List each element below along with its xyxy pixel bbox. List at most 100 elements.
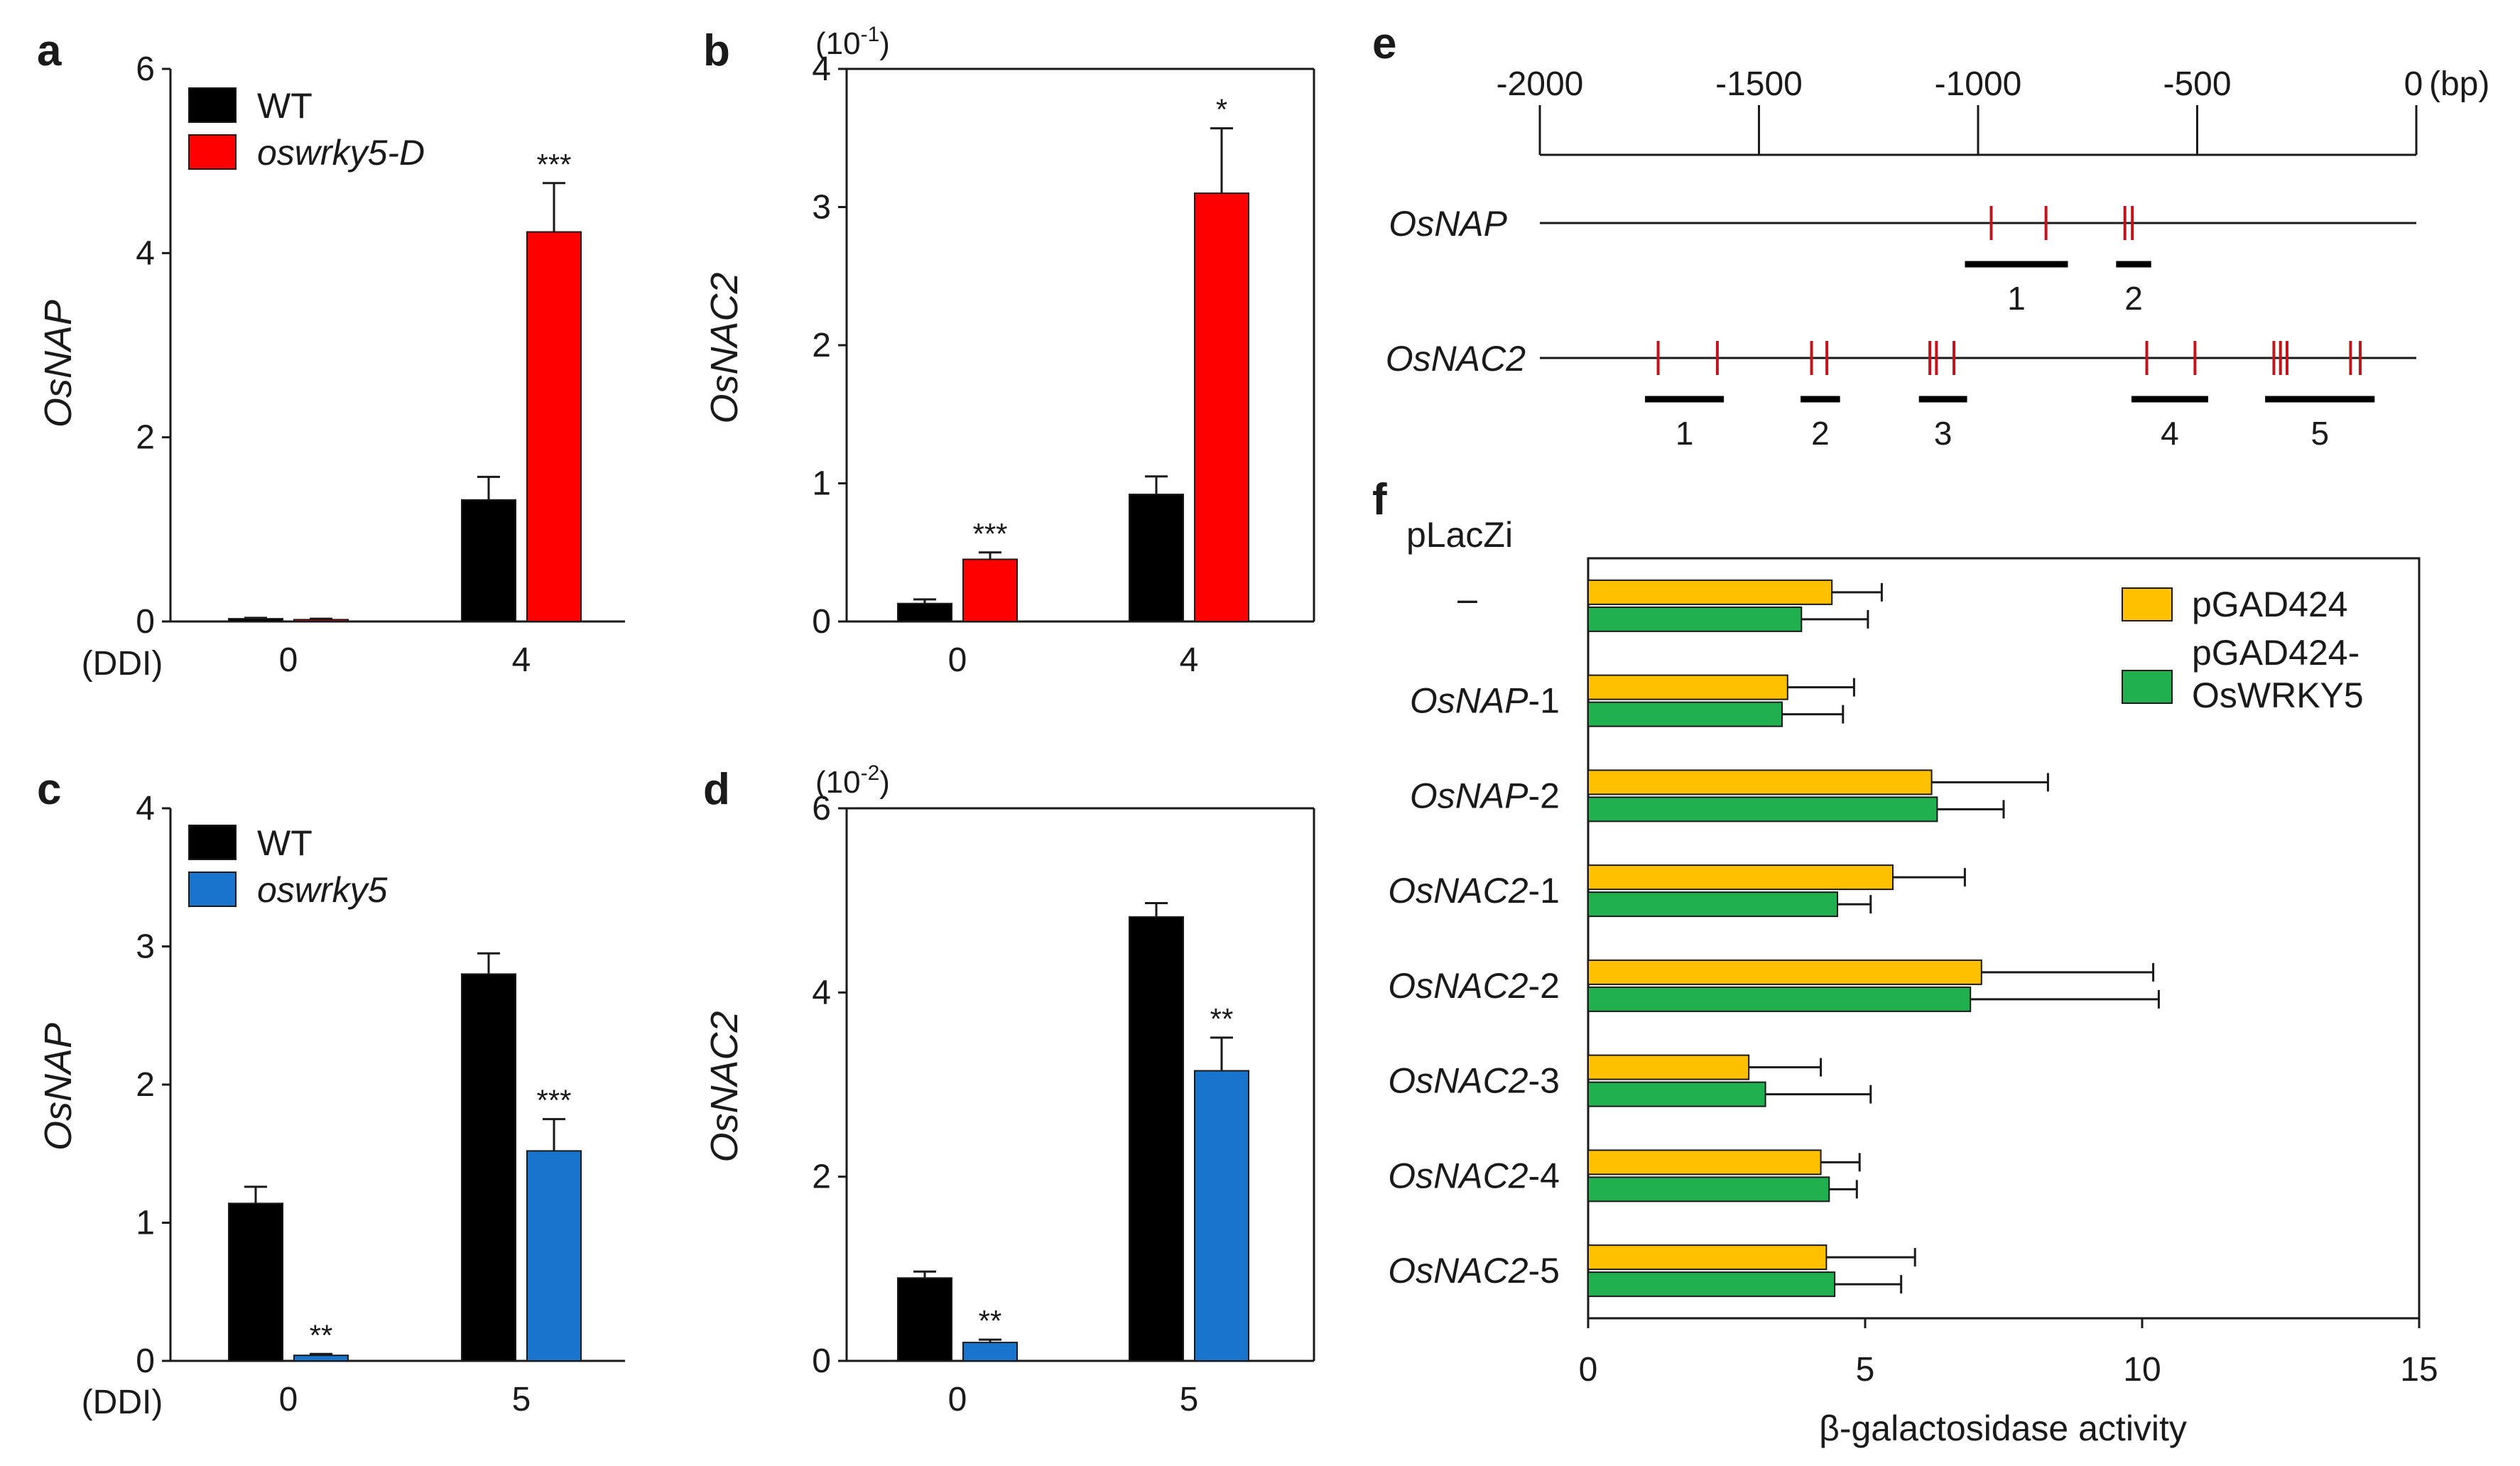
bar-pgad424 <box>1587 1244 1827 1271</box>
scale-unit: (bp) <box>2429 65 2489 103</box>
panel-d-y-axis-label: OsNAC2 <box>703 1011 746 1162</box>
panel-b-multiplier: (10-1) <box>815 23 890 61</box>
y-tick-label: 1 <box>136 1205 155 1242</box>
bar-wt <box>228 618 283 622</box>
y-tick-label: 0 <box>812 1342 831 1380</box>
fragment-labels-osnac2: 1 2 3 4 5 <box>1676 415 2329 452</box>
panel-a-y-ticks: 0 2 4 6 <box>136 50 170 641</box>
bar-pgad424-oswrky5 <box>1587 606 1803 632</box>
y-tick-label: 1 <box>812 465 831 503</box>
fragment-label: 5 <box>2310 415 2329 452</box>
x-tick-label: 0 <box>1579 1351 1598 1389</box>
promoter-elements-osnap <box>1965 206 2151 268</box>
panel-d-annotations: ** ** <box>979 1002 1234 1337</box>
y-tick-label: 0 <box>812 603 831 641</box>
significance-label: *** <box>536 148 571 181</box>
bar-pgad424-oswrky5 <box>1587 796 1938 822</box>
bar-wt <box>228 1202 283 1362</box>
significance-label: *** <box>972 517 1007 550</box>
legend-swatch-pgad424-oswrky5 <box>2122 670 2173 704</box>
y-tick-label: 2 <box>812 327 831 364</box>
panel-b-annotations: *** * <box>972 93 1227 550</box>
bar-oswrky5 <box>962 1342 1018 1362</box>
y-tick-label: 4 <box>812 974 831 1011</box>
y-tick-label: 4 <box>136 790 155 827</box>
category-label: OsNAP-1 <box>1410 681 1560 721</box>
bar-wt <box>461 499 516 623</box>
x-tick-label: 4 <box>512 641 531 679</box>
bar-pgad424-oswrky5 <box>1587 1176 1830 1202</box>
panel-c-x-prefix: (DDI) <box>82 1384 163 1421</box>
y-tick-label: 2 <box>136 1066 155 1104</box>
category-label: OsNAC2-3 <box>1388 1061 1560 1101</box>
bar-pgad424 <box>1587 579 1833 605</box>
legend-swatch-oswrky5 <box>188 872 237 907</box>
bar-oswrky5 <box>1194 1070 1249 1362</box>
panel-f-legend: pGAD424 pGAD424- OsWRKY5 <box>2122 585 2364 715</box>
bar-pgad424 <box>1587 769 1933 796</box>
panel-b-x-ticks: 0 4 <box>948 641 1199 679</box>
legend-swatch-wt <box>188 825 237 860</box>
x-tick-label: 0 <box>279 641 298 679</box>
panel-label-e: e <box>1372 19 1396 68</box>
y-tick-label: 6 <box>136 50 155 88</box>
fragment-label: 1 <box>2007 280 2026 317</box>
y-tick-label: 2 <box>136 419 155 457</box>
panel-c-legend: WT oswrky5 <box>188 823 388 910</box>
gene-label-osnap: OsNAP <box>1389 204 1507 244</box>
gene-label-osnac2: OsNAC2 <box>1386 339 1526 379</box>
bar-wt <box>1129 916 1184 1362</box>
bar-wt <box>897 602 952 623</box>
legend-label-pgad424: pGAD424 <box>2192 585 2348 624</box>
panel-d-x-ticks: 0 5 <box>948 1381 1199 1418</box>
bar-pgad424-oswrky5 <box>1587 701 1783 727</box>
scale-tick-label: -1000 <box>1935 65 2022 103</box>
significance-label: ** <box>1210 1002 1234 1036</box>
bar-pgad424 <box>1587 959 1982 985</box>
significance-label: * <box>1216 93 1227 126</box>
panel-b-bars <box>897 127 1249 623</box>
significance-label: ** <box>310 1318 333 1352</box>
fragment-label: 2 <box>2124 280 2143 317</box>
bar-pgad424-oswrky5 <box>1587 986 1972 1012</box>
y-tick-label: 3 <box>812 189 831 227</box>
panel-f: f pLacZi – OsNAP-1 OsNAP-2 OsNAC2-1 OsNA… <box>1372 475 2438 1448</box>
bar-oswrky5-d <box>293 619 349 623</box>
category-label: OsNAC2-1 <box>1388 871 1560 911</box>
fragment-label: 1 <box>1676 415 1694 452</box>
panel-label-d: d <box>703 765 730 814</box>
bar-pgad424-oswrky5 <box>1587 1271 1836 1298</box>
panel-d-multiplier: (10-2) <box>815 761 890 800</box>
panel-f-category-labels: – OsNAP-1 OsNAP-2 OsNAC2-1 OsNAC2-2 OsNA… <box>1388 579 1560 1291</box>
panel-c-x-ticks: 0 5 <box>279 1381 531 1418</box>
x-tick-label: 10 <box>2123 1351 2161 1389</box>
panel-c: c OsNAP (DDI) WT oswrky5 0 1 2 3 4 0 5 *… <box>37 765 625 1421</box>
bar-wt <box>1129 494 1184 622</box>
x-tick-label: 4 <box>1180 641 1199 679</box>
panel-e: e -2000 -1500 -1000 -500 0 (bp) OsNAP 1 … <box>1372 19 2489 452</box>
x-tick-label: 5 <box>1180 1381 1199 1418</box>
bar-pgad424-oswrky5 <box>1587 891 1838 918</box>
legend-label-wt: WT <box>257 86 313 126</box>
y-tick-label: 2 <box>812 1158 831 1196</box>
legend-label-oswrky5-d: oswrky5-D <box>257 133 425 173</box>
panel-a-x-prefix: (DDI) <box>82 645 163 683</box>
bar-oswrky5-d <box>962 558 1018 622</box>
category-label: OsNAP-2 <box>1410 776 1560 815</box>
panel-c-y-ticks: 0 1 2 3 4 <box>136 790 170 1380</box>
category-label: OsNAC2-5 <box>1388 1251 1560 1291</box>
significance-label: ** <box>979 1304 1002 1337</box>
x-tick-label: 15 <box>2400 1351 2438 1389</box>
promoter-elements-osnac2 <box>1645 341 2375 403</box>
legend-label-pgad424-oswrky5-line2: OsWRKY5 <box>2192 675 2364 715</box>
category-label: – <box>1457 579 1477 619</box>
panel-b-y-ticks: 0 1 2 3 4 <box>812 50 847 641</box>
panel-f-group-title: pLacZi <box>1406 515 1513 555</box>
bar-oswrky5-d <box>1194 192 1249 622</box>
scale-tick-label: -2000 <box>1497 65 1584 103</box>
y-tick-label: 4 <box>136 234 155 272</box>
panel-label-b: b <box>703 26 730 75</box>
category-label: OsNAC2-4 <box>1388 1156 1560 1195</box>
panel-f-bars <box>1587 579 2160 1298</box>
